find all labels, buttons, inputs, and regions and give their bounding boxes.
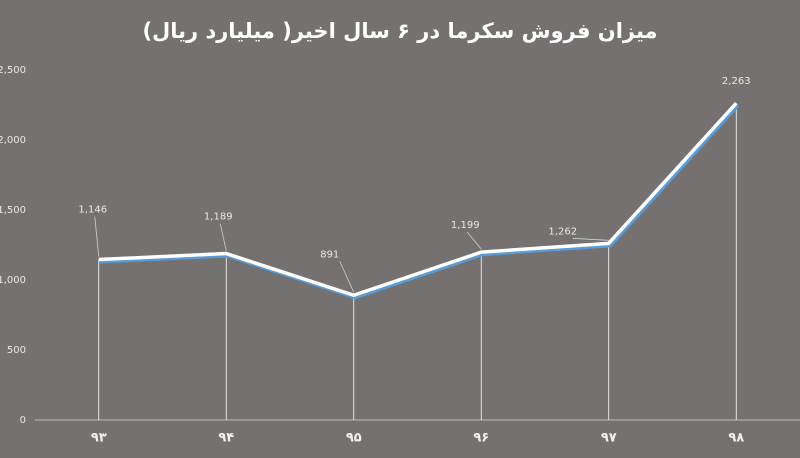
x-tick-label: ۹۷ [601,431,617,446]
chart-title: میزان فروش سکرما در ۶ سال اخیر( میلیارد … [142,19,657,43]
data-label: 2,263 [722,76,751,87]
leader-line [94,216,100,257]
y-tick-label: 2,000 [0,135,26,146]
leader-line [466,231,482,250]
data-label: 891 [320,249,339,260]
leader-line [572,237,609,241]
y-tick-label: 1,500 [0,205,26,216]
x-tick-label: ۹۶ [473,431,489,446]
x-tick-label: ۹۸ [728,431,744,446]
x-tick-label: ۹۴ [218,431,234,446]
data-label: 1,146 [78,205,107,216]
data-label: 1,262 [548,226,577,237]
x-tick-label: ۹۳ [91,431,107,446]
line-shadow [100,103,740,300]
data-label: 1,189 [204,212,233,223]
data-label: 1,199 [451,220,480,231]
y-tick-label: 2,500 [0,65,26,76]
y-tick-label: 1,000 [0,275,26,286]
y-tick-label: 500 [7,345,26,356]
y-tick-label: 0 [20,415,26,426]
line [98,102,738,298]
x-tick-label: ۹۵ [346,431,362,446]
leader-line [339,261,355,293]
leader-line [219,223,227,251]
